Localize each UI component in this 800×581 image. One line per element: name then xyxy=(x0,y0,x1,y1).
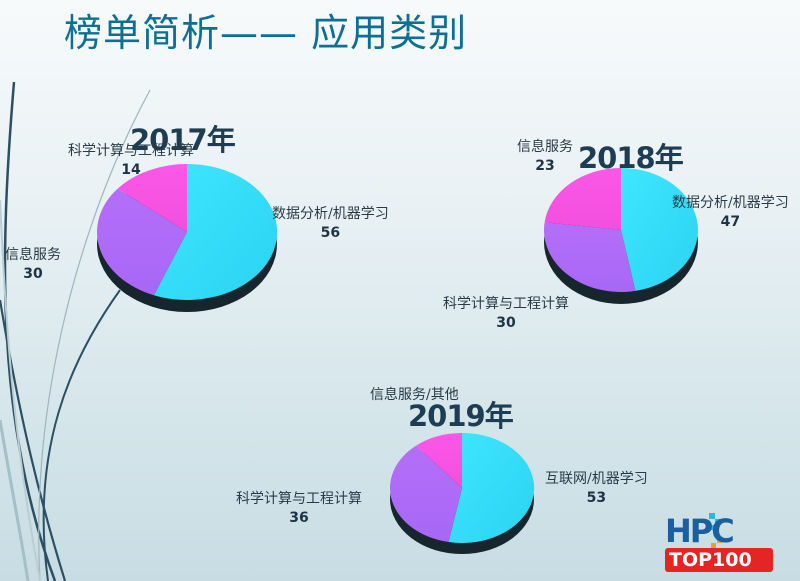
label-2017-data-analysis: 数据分析/机器学习 56 xyxy=(272,206,389,241)
slice-2019-sci-computing xyxy=(389,445,462,542)
slide-title: 榜单简析—— 应用类别 xyxy=(64,11,468,55)
logo-hpc-text: HPC xyxy=(665,512,735,550)
slice-2017-sci-computing xyxy=(117,164,187,232)
hpc-top100-logo: HPC TOP100 xyxy=(665,503,795,575)
slice-2017-data-analysis xyxy=(153,163,278,300)
year-label-2018: 2018年 xyxy=(578,141,684,175)
year-label-2017: 2017年 xyxy=(130,123,236,157)
slice-2018-sci-computing xyxy=(543,222,636,292)
logo-graphic xyxy=(665,513,773,572)
label-2017-info-services: 信息服务 30 xyxy=(5,247,61,282)
label-2019-sci-computing: 科学计算与工程计算 36 xyxy=(236,491,362,526)
label-2017-sci-computing: 科学计算与工程计算 14 xyxy=(68,143,194,178)
label-2018-info-services: 信息服务 23 xyxy=(517,139,573,174)
year-label-2019: 2019年 xyxy=(408,399,514,433)
slice-2018-data-analysis xyxy=(621,168,698,291)
label-2018-sci-computing: 科学计算与工程计算 30 xyxy=(443,296,569,331)
logo-top100-text: TOP100 xyxy=(669,549,752,571)
slice-2019-internet-ml xyxy=(448,432,535,543)
label-2019-internet-ml: 互联网/机器学习 53 xyxy=(545,471,648,506)
label-2019-info-other: 信息服务/其他 xyxy=(370,387,459,403)
label-2018-data-analysis: 数据分析/机器学习 47 xyxy=(672,195,789,230)
slice-2019-info-other xyxy=(416,433,462,488)
slice-2018-info-services xyxy=(544,168,621,230)
slice-2017-info-services xyxy=(97,188,187,296)
